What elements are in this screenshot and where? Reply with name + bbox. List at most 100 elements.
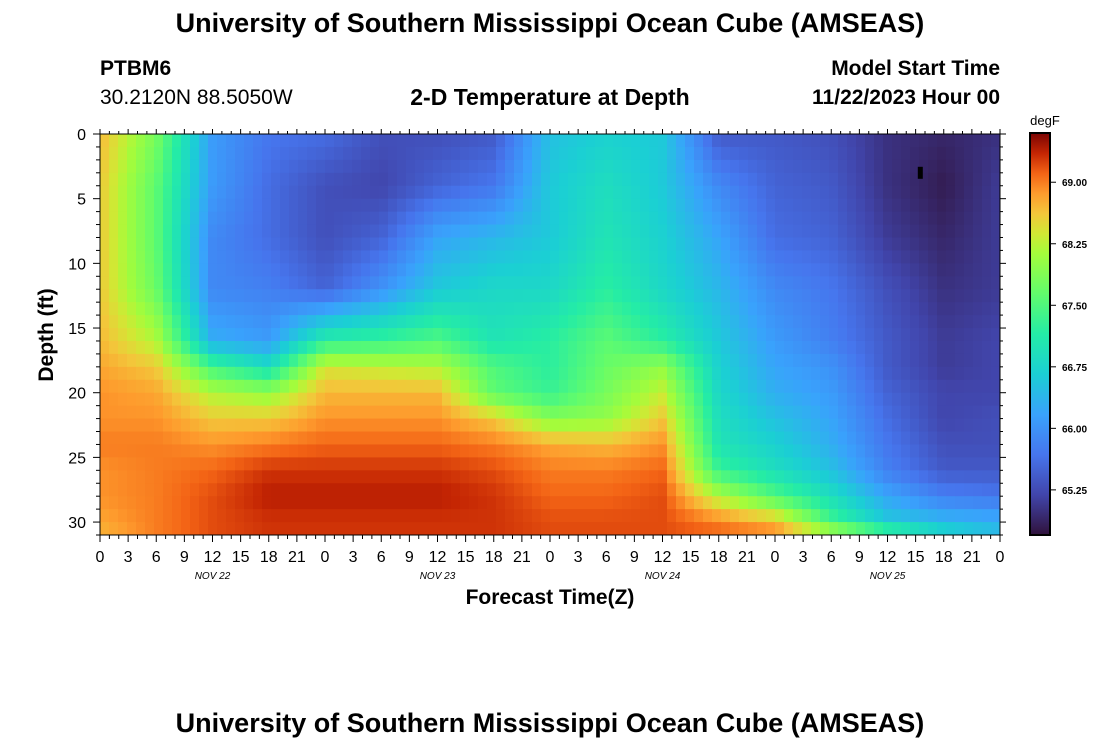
heatmap-cell bbox=[604, 263, 614, 277]
heatmap-cell bbox=[136, 134, 146, 148]
heatmap-cell bbox=[739, 353, 749, 368]
heatmap-cell bbox=[280, 366, 290, 381]
heatmap-cell bbox=[595, 340, 605, 355]
heatmap-cell bbox=[586, 418, 596, 433]
heatmap-cell bbox=[208, 392, 218, 407]
heatmap-cell bbox=[109, 522, 119, 535]
heatmap-cell bbox=[379, 366, 389, 381]
heatmap-cell bbox=[631, 315, 641, 329]
heatmap-cell bbox=[253, 185, 263, 200]
heatmap-cell bbox=[532, 379, 542, 394]
heatmap-cell bbox=[703, 146, 713, 161]
heatmap-cell bbox=[217, 457, 227, 471]
heatmap-cell bbox=[757, 250, 767, 264]
heatmap-cell bbox=[415, 444, 425, 458]
heatmap-cell bbox=[163, 483, 173, 497]
heatmap-cell bbox=[667, 315, 677, 329]
heatmap-cell bbox=[532, 172, 542, 187]
heatmap-cell bbox=[217, 470, 227, 484]
heatmap-cell bbox=[415, 457, 425, 471]
heatmap-cell bbox=[307, 198, 317, 213]
heatmap-cell bbox=[883, 172, 893, 187]
heatmap-cell bbox=[334, 146, 344, 161]
heatmap-cell bbox=[262, 276, 272, 290]
heatmap-cell bbox=[325, 457, 335, 471]
heatmap-cell bbox=[577, 315, 587, 329]
heatmap-cell bbox=[550, 263, 560, 277]
heatmap-cell bbox=[100, 405, 110, 420]
heatmap-cell bbox=[874, 444, 884, 458]
heatmap-cell bbox=[181, 340, 191, 355]
heatmap-cell bbox=[397, 496, 407, 510]
heatmap-cell bbox=[667, 496, 677, 510]
heatmap-cell bbox=[721, 457, 731, 471]
heatmap-cell bbox=[451, 211, 461, 226]
heatmap-cell bbox=[919, 340, 929, 355]
heatmap-cell bbox=[973, 405, 983, 420]
heatmap-cell bbox=[577, 250, 587, 264]
heatmap-cell bbox=[442, 302, 452, 316]
heatmap-cell bbox=[793, 315, 803, 329]
heatmap-cell bbox=[865, 509, 875, 523]
heatmap-cell bbox=[766, 302, 776, 316]
heatmap-cell bbox=[352, 431, 362, 446]
heatmap-cell bbox=[136, 392, 146, 407]
heatmap-cell bbox=[595, 198, 605, 213]
heatmap-cell bbox=[883, 366, 893, 381]
heatmap-cell bbox=[883, 457, 893, 471]
heatmap-cell bbox=[811, 172, 821, 187]
heatmap-cell bbox=[136, 379, 146, 394]
heatmap-cell bbox=[964, 328, 974, 342]
heatmap-cell bbox=[739, 522, 749, 535]
heatmap-cell bbox=[874, 418, 884, 433]
heatmap-cell bbox=[415, 185, 425, 200]
heatmap-cell bbox=[721, 211, 731, 226]
heatmap-cell bbox=[883, 250, 893, 264]
heatmap-cell bbox=[874, 392, 884, 407]
heatmap-cell bbox=[730, 289, 740, 303]
heatmap-cell bbox=[532, 276, 542, 290]
heatmap-cell bbox=[703, 224, 713, 239]
heatmap-cell bbox=[982, 457, 992, 471]
heatmap-cell bbox=[154, 353, 164, 368]
heatmap-cell bbox=[460, 224, 470, 239]
heatmap-cell bbox=[604, 470, 614, 484]
heatmap-cell bbox=[775, 250, 785, 264]
heatmap-cell bbox=[622, 366, 632, 381]
heatmap-cell bbox=[127, 379, 137, 394]
heatmap-cell bbox=[883, 509, 893, 523]
heatmap-cell bbox=[154, 366, 164, 381]
heatmap-cell bbox=[820, 198, 830, 213]
heatmap-cell bbox=[505, 379, 515, 394]
heatmap-cell bbox=[721, 444, 731, 458]
heatmap-cell bbox=[928, 340, 938, 355]
heatmap-cell bbox=[919, 509, 929, 523]
heatmap-cell bbox=[163, 328, 173, 342]
heatmap-cell bbox=[559, 431, 569, 446]
heatmap-cell bbox=[163, 366, 173, 381]
heatmap-cell bbox=[748, 353, 758, 368]
heatmap-cell bbox=[235, 405, 245, 420]
heatmap-cell bbox=[253, 418, 263, 433]
heatmap-cell bbox=[559, 263, 569, 277]
heatmap-cell bbox=[496, 224, 506, 239]
heatmap-cell bbox=[118, 263, 128, 277]
heatmap-cell bbox=[226, 470, 236, 484]
heatmap-cell bbox=[379, 340, 389, 355]
heatmap-cell bbox=[460, 198, 470, 213]
heatmap-cell bbox=[271, 366, 281, 381]
heatmap-cell bbox=[361, 379, 371, 394]
heatmap-cell bbox=[595, 328, 605, 342]
heatmap-cell bbox=[748, 340, 758, 355]
heatmap-cell bbox=[748, 263, 758, 277]
heatmap-cell bbox=[568, 134, 578, 148]
heatmap-cell bbox=[505, 509, 515, 523]
heatmap-cell bbox=[928, 315, 938, 329]
x-tick-label: 3 bbox=[349, 549, 358, 566]
heatmap-cell bbox=[343, 224, 353, 239]
heatmap-cell bbox=[811, 315, 821, 329]
heatmap-cell bbox=[208, 379, 218, 394]
heatmap-cell bbox=[577, 444, 587, 458]
heatmap-cell bbox=[307, 444, 317, 458]
heatmap-cell bbox=[154, 483, 164, 497]
